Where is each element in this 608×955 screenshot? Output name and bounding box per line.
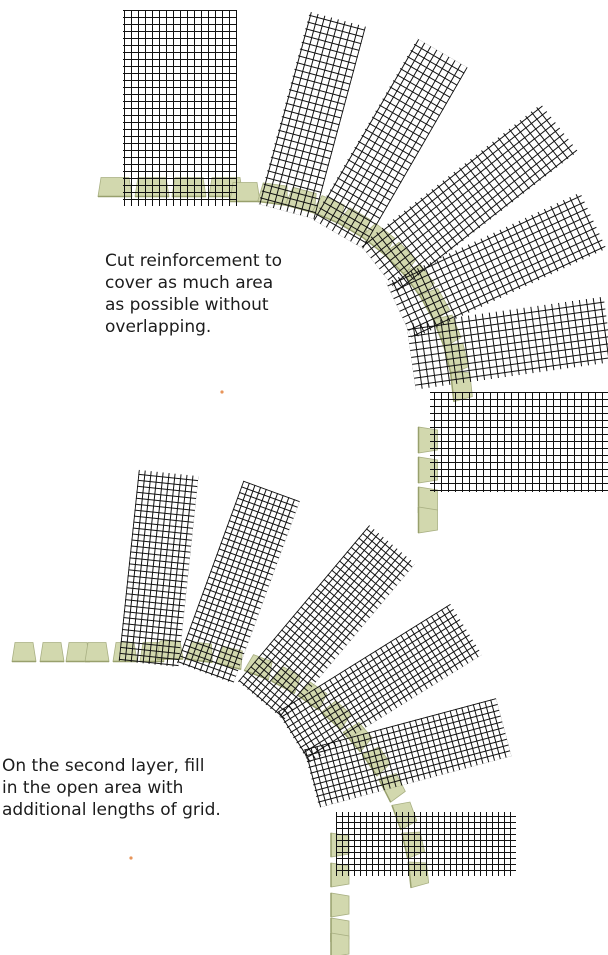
reinforcement-grid bbox=[406, 296, 608, 390]
wall-block bbox=[39, 642, 65, 663]
wall-block bbox=[84, 642, 110, 663]
reinforcement-grid bbox=[238, 525, 416, 721]
reinforcement-grid bbox=[303, 698, 512, 808]
reinforcement-grid bbox=[177, 480, 300, 684]
second-layer-diagram bbox=[11, 469, 516, 955]
reinforcement-grid bbox=[312, 38, 468, 249]
wall-block bbox=[11, 642, 37, 663]
first-layer-diagram bbox=[97, 10, 608, 534]
reinforcement-grid bbox=[360, 103, 578, 293]
caption-second-layer: On the second layer, fill in the open ar… bbox=[2, 756, 221, 820]
reinforcement-grid bbox=[430, 392, 608, 492]
wall-block bbox=[330, 892, 350, 918]
marker-dot bbox=[129, 856, 133, 860]
wall-block bbox=[330, 932, 350, 955]
caption-first-layer: Cut reinforcement to cover as much area … bbox=[105, 251, 283, 337]
reinforcement-grid bbox=[336, 812, 516, 876]
reinforcement-grid bbox=[258, 11, 366, 220]
reinforcement-grid bbox=[386, 192, 607, 340]
reinforcement-grid bbox=[277, 603, 483, 763]
wall-block bbox=[417, 506, 438, 534]
reinforcement-grid bbox=[123, 10, 237, 206]
reinforcement-grid bbox=[118, 469, 199, 668]
marker-dot bbox=[220, 390, 224, 394]
